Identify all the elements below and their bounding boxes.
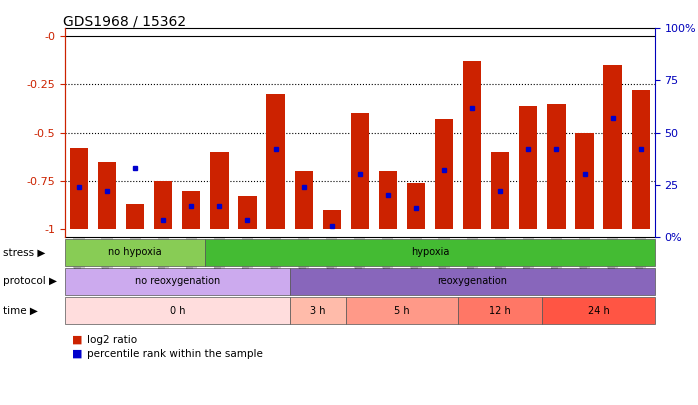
Bar bbox=[350, 113, 369, 229]
Text: time ▶: time ▶ bbox=[3, 306, 38, 315]
Bar bbox=[491, 152, 510, 229]
Text: log2 ratio: log2 ratio bbox=[87, 335, 138, 345]
Bar bbox=[182, 191, 200, 229]
Text: percentile rank within the sample: percentile rank within the sample bbox=[87, 349, 263, 358]
Text: 5 h: 5 h bbox=[394, 306, 410, 315]
Bar bbox=[267, 94, 285, 229]
Text: 12 h: 12 h bbox=[489, 306, 511, 315]
Bar bbox=[407, 183, 425, 229]
Bar bbox=[632, 90, 650, 229]
Bar bbox=[547, 104, 565, 229]
Bar bbox=[70, 148, 88, 229]
Bar bbox=[210, 152, 228, 229]
Text: GDS1968 / 15362: GDS1968 / 15362 bbox=[63, 14, 186, 28]
Bar bbox=[322, 210, 341, 229]
Text: 24 h: 24 h bbox=[588, 306, 609, 315]
Text: ■: ■ bbox=[72, 335, 82, 345]
Bar bbox=[379, 171, 397, 229]
Bar bbox=[126, 204, 144, 229]
Text: protocol ▶: protocol ▶ bbox=[3, 277, 57, 286]
Text: hypoxia: hypoxia bbox=[411, 247, 450, 257]
Text: stress ▶: stress ▶ bbox=[3, 247, 46, 257]
Bar bbox=[238, 196, 257, 229]
Bar bbox=[519, 106, 537, 229]
Text: reoxygenation: reoxygenation bbox=[437, 277, 507, 286]
Bar bbox=[575, 133, 593, 229]
Text: 0 h: 0 h bbox=[170, 306, 185, 315]
Bar bbox=[604, 65, 622, 229]
Text: no reoxygenation: no reoxygenation bbox=[135, 277, 220, 286]
Text: ■: ■ bbox=[72, 349, 82, 358]
Text: no hypoxia: no hypoxia bbox=[108, 247, 162, 257]
Bar bbox=[295, 171, 313, 229]
Text: 3 h: 3 h bbox=[310, 306, 325, 315]
Bar bbox=[435, 119, 453, 229]
Bar bbox=[463, 61, 482, 229]
Bar bbox=[154, 181, 172, 229]
Bar bbox=[98, 162, 116, 229]
